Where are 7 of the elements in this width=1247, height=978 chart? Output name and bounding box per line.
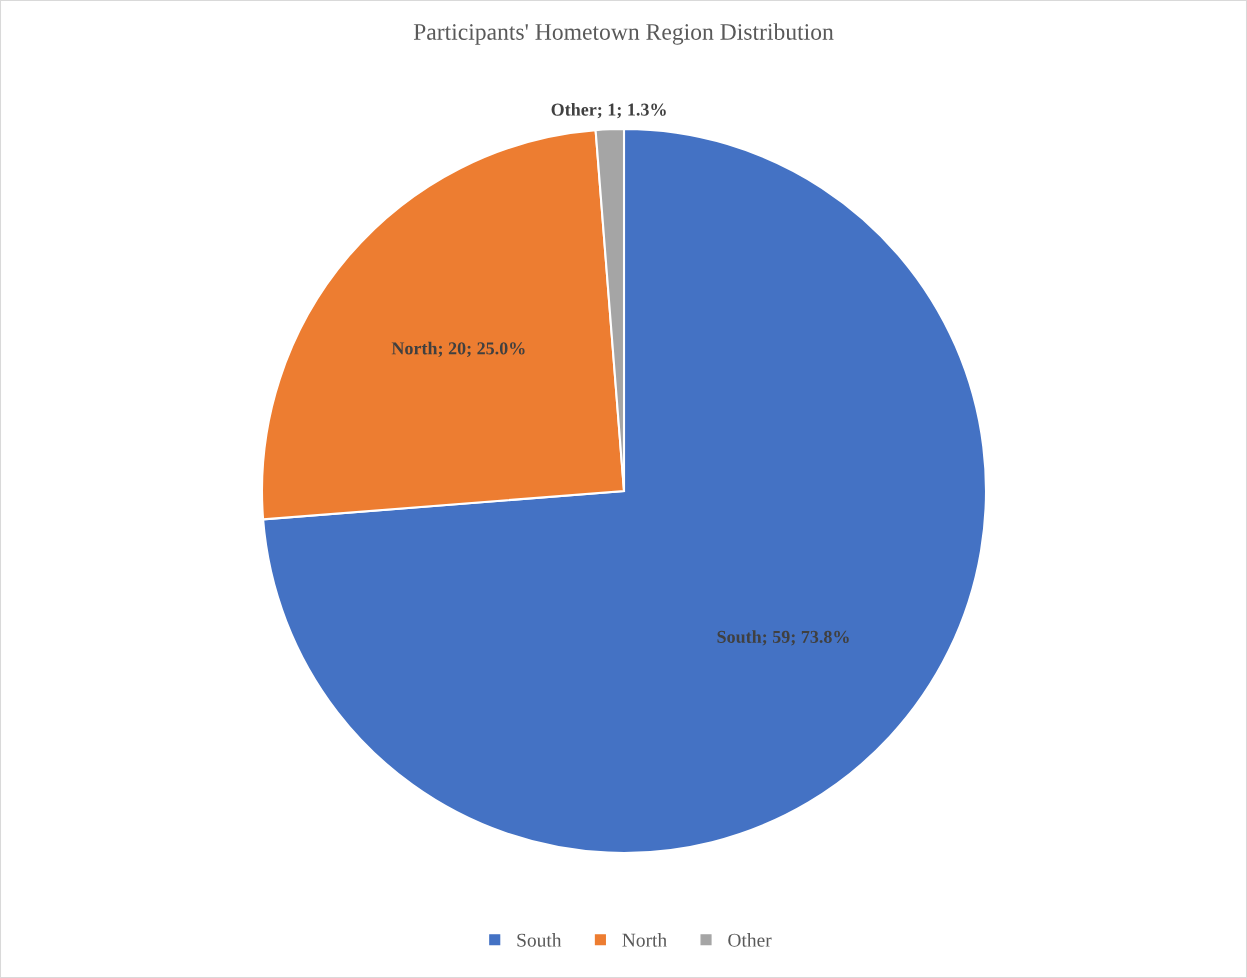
data-label: North; 20; 25.0% [391,341,525,358]
legend-label: Other [728,933,772,947]
data-label: South; 59; 73.8% [717,630,849,646]
legend-label: North [622,933,667,947]
data-label: Other; 1; 1.3% [551,103,666,119]
chart-title: Participants' Hometown Region Distribution [413,23,834,45]
legend-label: South [517,933,562,947]
